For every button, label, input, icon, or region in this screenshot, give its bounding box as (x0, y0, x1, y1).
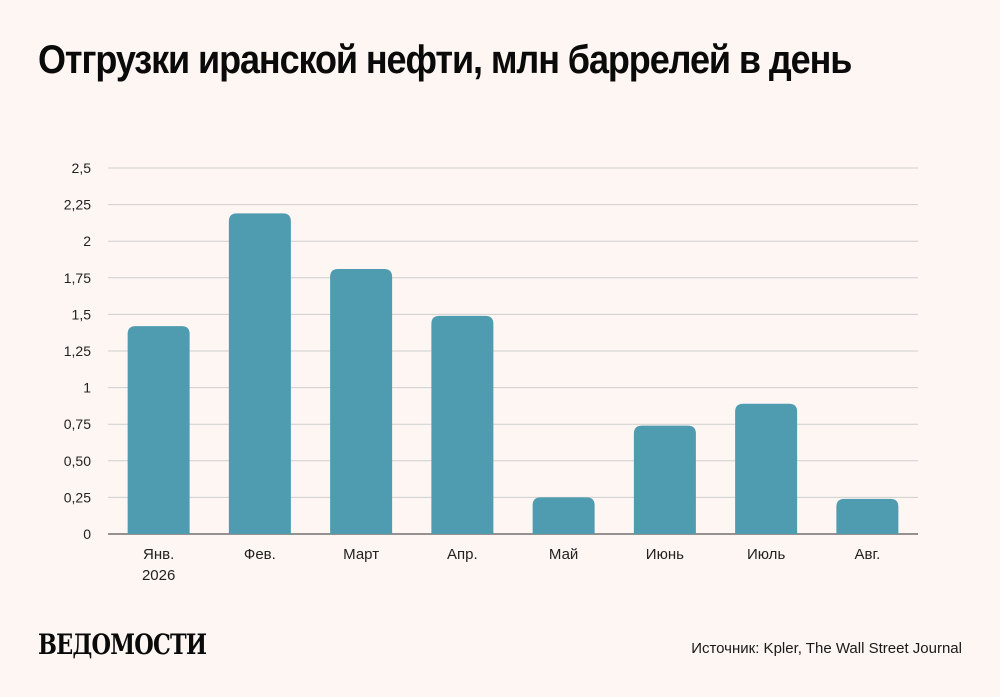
x-tick-label: 2026 (142, 567, 175, 584)
x-tick-label: Янв. (143, 546, 174, 563)
bar (228, 213, 291, 534)
y-tick-label: 2 (83, 233, 91, 249)
x-tick-label: Фев. (244, 546, 276, 563)
bar (127, 326, 190, 534)
y-tick-label: 0,75 (64, 416, 91, 432)
bar (633, 425, 696, 534)
bar (330, 269, 393, 534)
y-tick-label: 1 (83, 380, 91, 396)
y-tick-label: 2,5 (72, 160, 92, 176)
x-tick-label: Май (549, 546, 578, 563)
y-tick-label: 0,25 (64, 489, 91, 505)
source-note: Источник: Kpler, The Wall Street Journal (691, 640, 962, 657)
x-tick-label: Апр. (447, 546, 478, 563)
x-tick-label: Авг. (854, 546, 880, 563)
y-tick-label: 1,25 (64, 343, 91, 359)
y-tick-label: 2,25 (64, 197, 91, 213)
y-tick-label: 1,5 (72, 306, 92, 322)
bar (431, 315, 494, 534)
chart-title: Отгрузки иранской нефти, млн баррелей в … (38, 38, 852, 82)
bar (532, 497, 595, 534)
y-tick-label: 0 (83, 526, 91, 542)
vedomosti-logo: ВЕДОМОСТИ (38, 628, 207, 661)
x-tick-label: Июль (747, 546, 785, 563)
bar (836, 498, 899, 534)
x-tick-label: Июнь (646, 546, 684, 563)
y-tick-label: 1,75 (64, 270, 91, 286)
y-tick-label: 0,50 (64, 453, 91, 469)
x-tick-label: Март (343, 546, 379, 563)
bar (735, 403, 798, 534)
